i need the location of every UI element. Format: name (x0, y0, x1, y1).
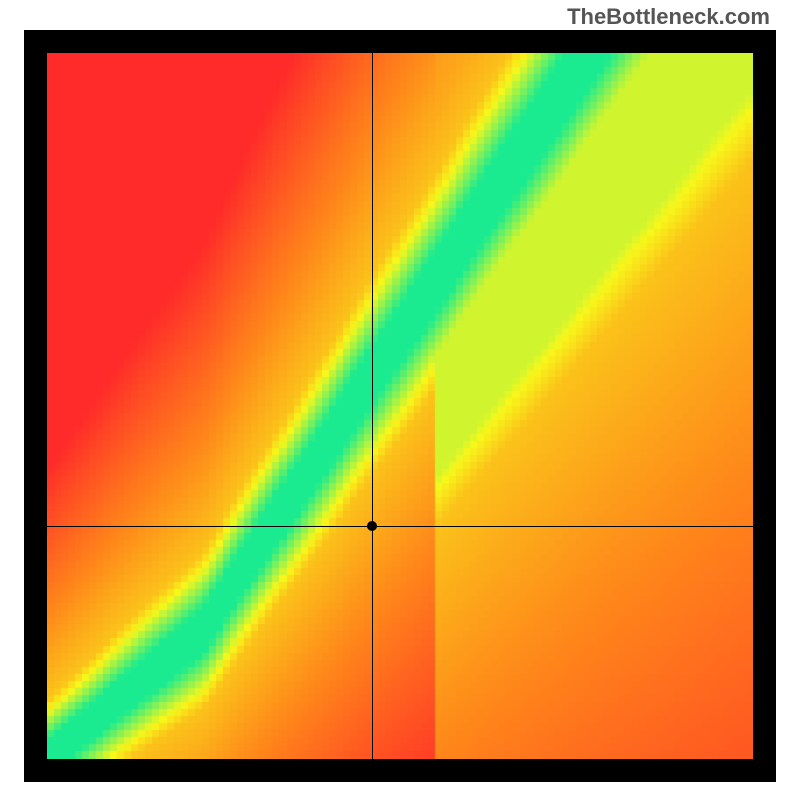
marker-dot (367, 521, 377, 531)
watermark-text: TheBottleneck.com (567, 4, 770, 30)
bottleneck-heatmap (47, 53, 753, 759)
crosshair-vertical (372, 53, 373, 759)
plot-frame (24, 30, 776, 782)
crosshair-horizontal (47, 526, 753, 527)
